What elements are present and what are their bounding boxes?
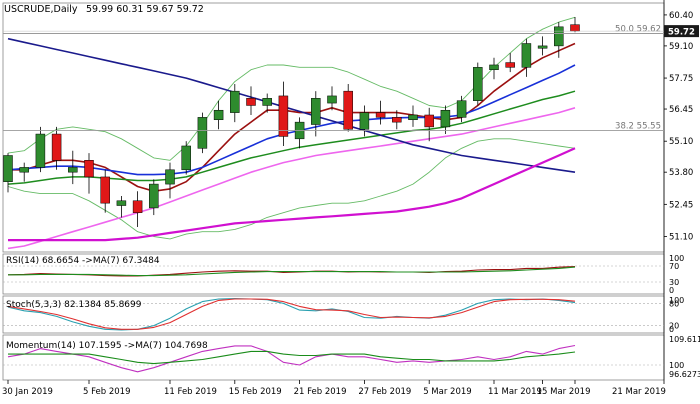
stoch-panel-frame [2,295,665,334]
stoch-indicator-title: Stoch(5,3,3) 82.1384 85.8699 [6,300,142,310]
stoch-series-line [7,298,576,330]
candle-bull[interactable] [456,100,467,118]
candle-bull[interactable] [165,169,175,185]
price-axis-tick-label: 60.40 [669,11,693,21]
momentum-axis-tick-label: 100 [669,361,684,370]
momentum-series-line [8,350,576,365]
chart-symbol-label: USCRUDE,Daily [4,4,78,15]
candle-bear[interactable] [570,24,580,32]
candle-bull[interactable] [473,67,483,101]
candle-bull[interactable] [408,114,418,121]
candle-bear[interactable] [343,90,353,130]
time-axis-tick-label: 21 Feb 2019 [294,387,347,397]
moving-average-ma-red [8,42,576,192]
momentum-axis-tick-label: 109.6114 [669,335,700,344]
price-axis-tick-label: 55.10 [669,137,693,147]
candle-bull[interactable] [537,45,548,49]
candle-bear[interactable] [375,112,386,118]
rsi-panel-frame [2,253,665,295]
candle-bull[interactable] [262,98,272,106]
time-axis-tick-label: 11 Mar 2019 [488,387,542,397]
chart-ohlc-label: 59.99 60.31 59.67 59.72 [86,4,204,15]
candle-bear[interactable] [392,117,402,123]
candle-bull[interactable] [3,155,13,182]
momentum-axis-tick-label: 96.6273 [669,370,700,379]
current-price-label: 59.72 [668,28,695,38]
moving-average-ma-pink [7,107,576,250]
time-axis-tick-label: 15 Mar 2019 [537,387,591,397]
time-axis-tick-label: 27 Feb 2019 [358,387,411,397]
candle-bull[interactable] [489,64,499,70]
rsi-indicator-title: RSI(14) 68.6654 ->MA(7) 67.3484 [6,256,160,266]
current-price-box [664,25,699,38]
candle-bear[interactable] [132,200,143,213]
candle-bear[interactable] [505,62,515,68]
moving-average-ma-magenta [8,147,576,242]
candle-bull[interactable] [197,117,208,149]
candle-bull[interactable] [440,109,451,128]
candle-bull[interactable] [19,167,29,173]
momentum-panel-frame [2,334,665,381]
rsi-axis-tick-label: 30 [669,278,679,287]
momentum-series-line [7,344,576,373]
rsi-axis-tick-label: 100 [669,254,684,263]
stoch-axis-tick-label: 100 [669,296,684,305]
candle-bull[interactable] [35,133,46,168]
rsi-axis-tick-label: 70 [669,262,679,271]
bollinger-lower-line [7,138,576,240]
fibonacci-level-label: 50.0 59.62 [615,24,661,34]
stoch-axis-tick-label: 80 [669,299,679,308]
candle-bull[interactable] [181,145,191,171]
price-axis-tick-label: 59.10 [669,42,693,52]
candle-bear[interactable] [424,114,434,128]
candle-bear[interactable] [278,95,289,137]
price-axis-tick-label: 53.80 [669,168,693,178]
candle-bull[interactable] [68,167,78,173]
rsi-axis-tick-label: 0 [669,286,674,295]
candle-bear[interactable] [84,160,94,178]
stoch-series-line [7,298,576,331]
candle-bear[interactable] [246,98,256,106]
time-axis-tick-label: 15 Feb 2019 [229,387,282,397]
rsi-series-line [7,265,576,277]
candle-bull[interactable] [116,200,127,206]
time-axis-tick-label: 11 Feb 2019 [164,387,217,397]
main-panel-frame [2,2,665,253]
price-axis-tick-label: 51.10 [669,233,693,243]
time-axis-tick-label: 5 Feb 2019 [83,387,131,397]
candle-bull[interactable] [554,26,564,47]
price-axis-tick-label: 57.75 [669,74,693,84]
stoch-axis-tick-label: 20 [669,322,679,331]
candle-bull[interactable] [230,90,240,113]
time-axis-tick-label: 5 Mar 2019 [423,387,471,397]
price-axis-tick-label: 56.45 [669,105,693,115]
candle-bull[interactable] [521,43,532,68]
candle-bull[interactable] [149,183,159,209]
time-axis-tick-label: 30 Jan 2019 [2,387,53,397]
rsi-series-line [8,266,576,277]
moving-average-ma-blue [7,64,576,176]
moving-average-ma-navy [7,37,576,173]
candle-bear[interactable] [100,176,110,204]
fibonacci-level-label: 38.2 55.55 [615,121,661,131]
momentum-indicator-title: Momentum(14) 107.1595 ->MA(7) 104.7698 [6,341,208,351]
candle-bull[interactable] [359,112,370,130]
stoch-axis-tick-label: 0 [669,325,674,334]
candle-bull[interactable] [311,98,321,125]
candle-bear[interactable] [51,133,62,161]
candle-bull[interactable] [327,95,337,104]
candle-bull[interactable] [213,109,224,121]
price-axis-tick-label: 52.45 [669,200,693,210]
time-axis-tick-label: 21 Mar 2019 [612,387,666,397]
